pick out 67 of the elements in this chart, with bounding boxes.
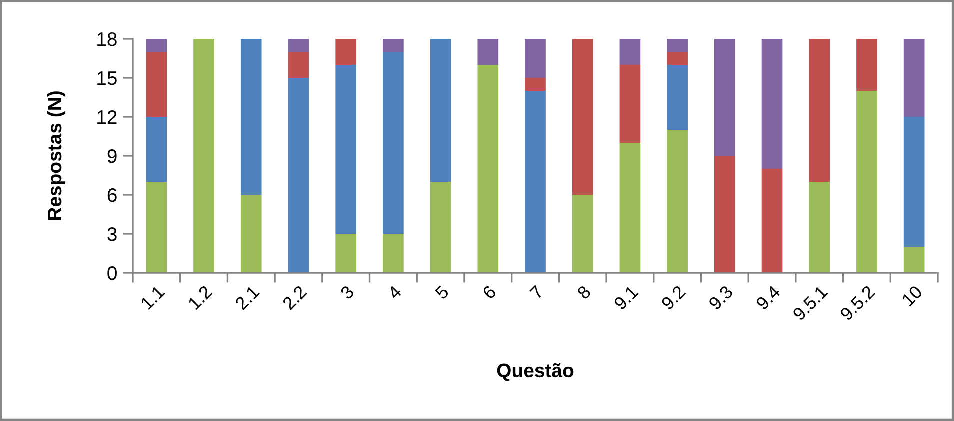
y-tick-label: 6 — [108, 188, 117, 202]
x-tick-label: 9.2 — [660, 285, 686, 311]
x-tick-label: 6 — [482, 285, 497, 300]
x-tick-label: 8 — [576, 285, 592, 300]
bar — [667, 39, 688, 52]
bar — [525, 39, 546, 78]
bar — [762, 169, 783, 273]
bar — [525, 91, 546, 273]
bar — [904, 117, 925, 247]
bar — [430, 182, 452, 273]
bar — [240, 195, 262, 273]
bar — [809, 182, 830, 273]
bar — [288, 52, 310, 78]
bar — [667, 130, 688, 273]
bar — [525, 78, 546, 91]
bar — [383, 39, 404, 52]
bar — [288, 39, 310, 52]
x-tick-label: 10 — [901, 284, 924, 307]
bar — [904, 247, 925, 273]
bar — [620, 143, 641, 273]
bar — [809, 39, 830, 182]
bar — [430, 39, 452, 182]
bar — [620, 65, 641, 143]
x-tick-label: 2.1 — [234, 285, 260, 310]
y-tick-label: 0 — [108, 266, 117, 280]
bar — [146, 117, 168, 182]
bar — [383, 234, 404, 273]
x-tick-label: 9.1 — [613, 285, 639, 311]
x-tick-label: 1.2 — [188, 285, 213, 310]
bar — [478, 39, 499, 65]
bar — [572, 195, 594, 273]
y-tick-label: 18 — [98, 32, 117, 46]
x-tick-label: 9.3 — [708, 285, 734, 311]
y-tick-label: 3 — [108, 227, 117, 242]
bar — [667, 52, 688, 65]
x-axis-title: Questão — [497, 363, 574, 382]
y-tick-label: 9 — [108, 149, 117, 164]
bar — [667, 65, 688, 130]
y-tick-label: 12 — [98, 110, 117, 124]
x-tick-label: 4 — [387, 284, 402, 300]
bar — [904, 39, 925, 117]
x-tick-label: 1.1 — [140, 285, 166, 310]
x-tick-label: 9.4 — [755, 284, 782, 311]
bar — [288, 78, 310, 273]
bar — [478, 65, 499, 273]
x-tick-label: 7 — [530, 285, 544, 300]
bar — [856, 39, 878, 91]
bar — [383, 52, 404, 234]
bar — [336, 65, 357, 234]
y-axis-title: Respostas (N) — [47, 92, 66, 220]
bar — [572, 39, 594, 195]
bar — [714, 156, 736, 273]
bar — [146, 182, 168, 273]
x-tick-label: 2.2 — [282, 285, 308, 310]
bar — [336, 39, 357, 65]
x-tick-label: 3 — [340, 285, 355, 300]
y-tick-label: 15 — [98, 72, 117, 86]
bar — [146, 52, 168, 117]
bar — [762, 39, 783, 169]
bar — [856, 91, 878, 273]
x-tick-label: 5 — [434, 285, 450, 300]
bar — [240, 39, 262, 195]
bar — [194, 39, 214, 273]
bar — [714, 39, 736, 156]
bar — [336, 234, 357, 273]
bar — [620, 39, 641, 65]
bar — [146, 39, 168, 52]
